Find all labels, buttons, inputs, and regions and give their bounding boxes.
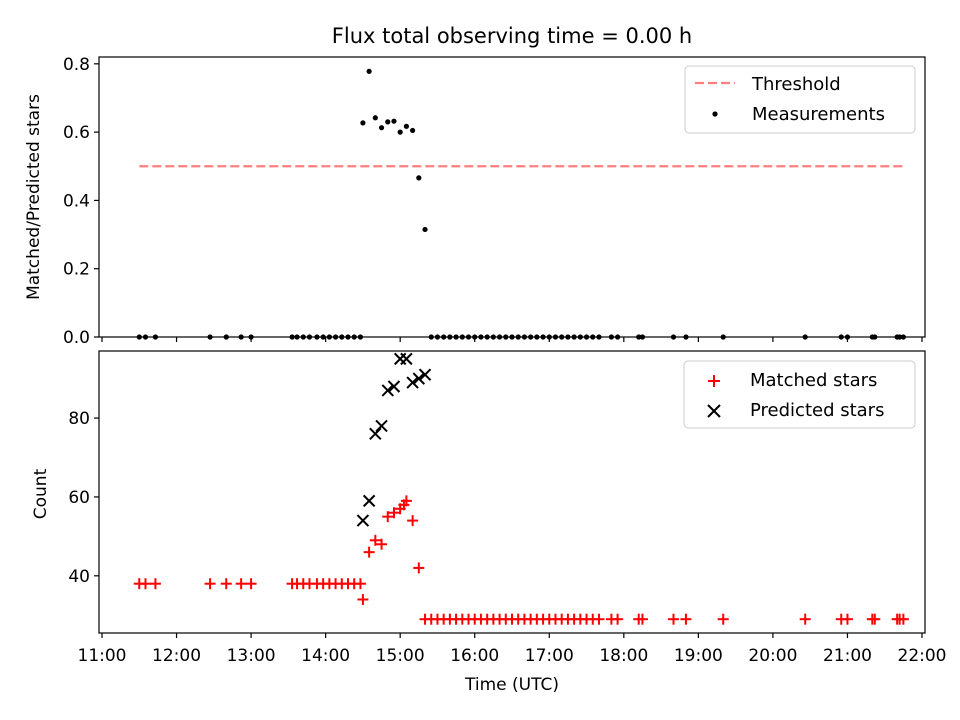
top-y-ticks: 0.0 0.2 0.4 0.6 0.8 [63, 55, 99, 348]
measurement-point [378, 125, 385, 131]
matched-star-point [357, 593, 369, 605]
predicted-star-point [406, 376, 419, 389]
matched-star-point [139, 578, 151, 590]
count-points [133, 352, 909, 625]
chart-title: Flux total observing time = 0.00 h [332, 24, 692, 48]
measurement-point [410, 127, 416, 134]
matched-star-point [382, 511, 394, 523]
x-tick-label: 18:00 [599, 646, 648, 666]
predicted-star-point [381, 384, 394, 397]
matched-star-point [407, 515, 419, 527]
matched-star-point [668, 613, 680, 625]
y-tick-label: 0.6 [63, 123, 90, 143]
matched-star-point [204, 578, 216, 590]
matched-star-point [593, 613, 605, 625]
y-tick-label: 80 [68, 409, 90, 429]
x-tick-label: 17:00 [525, 646, 574, 666]
legend-predicted-label: Predicted stars [750, 400, 884, 421]
measurement-point [385, 119, 391, 125]
matched-star-point [636, 613, 648, 625]
bottom-legend: Matched stars Predicted stars [683, 360, 916, 429]
top-legend: Threshold Measurements [684, 65, 916, 134]
matched-star-point [376, 538, 388, 550]
y-tick-label: 0.0 [63, 328, 90, 348]
bottom-x-ticks: 11:00 12:00 13:00 14:00 15:00 16:00 17:00 18:00… [78, 633, 947, 666]
y-tick-label: 0.2 [63, 260, 90, 280]
predicted-star-point [375, 419, 388, 433]
matched-star-point [220, 578, 232, 590]
matched-star-point [369, 534, 381, 546]
measurement-point [422, 226, 428, 233]
x-tick-label: 19:00 [674, 646, 723, 666]
matched-star-point [897, 613, 909, 625]
x-tick-label: 12:00 [152, 646, 201, 666]
predicted-star-point [387, 380, 401, 393]
predicted-star-point [362, 494, 376, 508]
predicted-star-point [369, 427, 382, 441]
matched-star-point [363, 546, 375, 558]
bottom-axes-frame [98, 350, 926, 634]
measurement-point [372, 115, 378, 121]
legend-measurements-swatch [712, 111, 718, 117]
y-tick-label: 40 [68, 567, 90, 587]
y-tick-label: 60 [68, 488, 90, 508]
measurement-point [397, 129, 403, 135]
matched-star-point [388, 507, 400, 519]
x-tick-label: 20:00 [748, 646, 797, 666]
x-tick-label: 21:00 [823, 646, 872, 666]
matched-star-point [869, 613, 881, 625]
matched-star-point [354, 578, 366, 590]
matched-star-point [799, 613, 811, 625]
legend-matched-swatch [708, 375, 720, 387]
x-tick-label: 16:00 [450, 646, 499, 666]
predicted-star-point [400, 352, 413, 366]
legend-predicted-swatch [707, 404, 721, 418]
legend-threshold-label: Threshold [751, 74, 841, 95]
x-tick-label: 13:00 [227, 646, 276, 666]
measurement-point [403, 123, 409, 129]
legend-matched-label: Matched stars [750, 370, 877, 391]
measurement-point [416, 175, 422, 181]
x-axis-label: Time (UTC) [464, 675, 559, 695]
matched-star-point [612, 613, 624, 625]
x-tick-label: 15:00 [376, 646, 425, 666]
matched-star-point [413, 562, 425, 574]
predicted-star-point [418, 368, 432, 381]
matched-star-point [235, 578, 247, 590]
x-tick-label: 22:00 [898, 646, 947, 666]
predicted-star-point [356, 514, 370, 527]
matched-star-point [717, 613, 729, 625]
measurement-point [391, 118, 397, 124]
x-tick-label: 14:00 [301, 646, 350, 666]
x-tick-label: 11:00 [78, 646, 127, 666]
y-tick-label: 0.8 [63, 55, 90, 75]
matched-star-point [149, 578, 161, 590]
bottom-legend-box [683, 360, 916, 429]
top-panel: Flux total observing time = 0.00 h Match… [24, 24, 926, 348]
bottom-y-ticks: 40 60 80 [68, 409, 99, 587]
measurement-point [360, 120, 366, 126]
measurement-point [366, 68, 372, 74]
y-tick-label: 0.4 [63, 191, 90, 211]
top-y-axis-label: Matched/Predicted stars [24, 94, 44, 300]
bottom-y-axis-label: Count [31, 468, 51, 519]
matched-star-point [680, 613, 692, 625]
predicted-star-point [412, 372, 426, 385]
matched-star-point [245, 578, 257, 590]
matched-star-point [400, 495, 412, 507]
top-legend-box [684, 65, 916, 134]
matched-star-point [841, 613, 853, 625]
legend-measurements-label: Measurements [752, 104, 885, 125]
top-axes-frame [98, 56, 926, 338]
